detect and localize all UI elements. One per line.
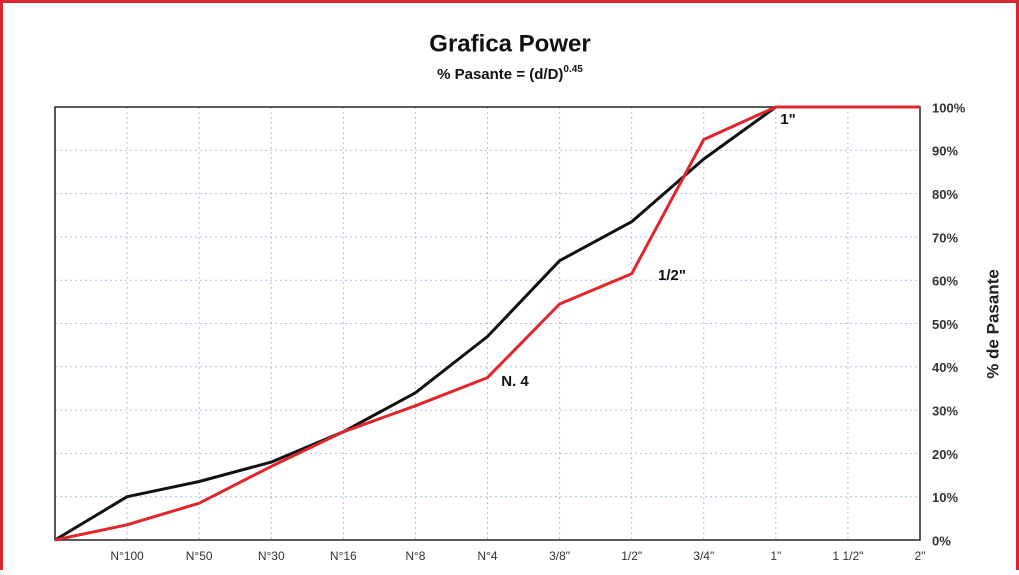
y-tick-label: 90% [932, 144, 958, 159]
x-tick-label: N°50 [186, 549, 213, 563]
series-line [54, 105, 920, 542]
x-tick-label: 3/4" [693, 549, 714, 563]
x-tick-label: N°30 [258, 549, 285, 563]
x-tick-label: 2" [915, 549, 926, 563]
y-tick-label: 10% [932, 490, 958, 505]
annotation: N. 4 [501, 373, 529, 390]
chart-subtitle: % Pasante = (d/D)0.45 [437, 64, 583, 83]
x-tick-label: 3/8" [549, 549, 570, 563]
y-tick-label: 100% [932, 100, 966, 115]
y-tick-label: 20% [932, 447, 958, 462]
x-tick-label: N°4 [477, 549, 497, 563]
series-line [54, 105, 777, 542]
annotation: 1/2" [658, 267, 686, 284]
subtitle-text: % Pasante = (d/D) [437, 66, 563, 83]
y-tick-label: 70% [932, 230, 958, 245]
chart-title: Grafica Power [429, 30, 590, 57]
x-tick-label: 1/2" [621, 549, 642, 563]
y-tick-label: 80% [932, 187, 958, 202]
x-tick-label: N°8 [405, 549, 425, 563]
y-tick-label: 30% [932, 404, 958, 419]
x-tick-label: N°100 [110, 549, 144, 563]
y-tick-label: 40% [932, 360, 958, 375]
annotation: 1" [780, 111, 795, 128]
x-tick-label: 1 1/2" [832, 549, 863, 563]
x-tick-label: N°16 [330, 549, 357, 563]
y-tick-label: 60% [932, 274, 958, 289]
y-tick-label: 0% [932, 533, 951, 548]
y-tick-label: 50% [932, 317, 958, 332]
plot-frame [54, 106, 921, 541]
x-tick-label: 1" [770, 549, 781, 563]
subtitle-exponent: 0.45 [563, 64, 583, 75]
y-axis-label: % de Pasante [983, 269, 1002, 379]
